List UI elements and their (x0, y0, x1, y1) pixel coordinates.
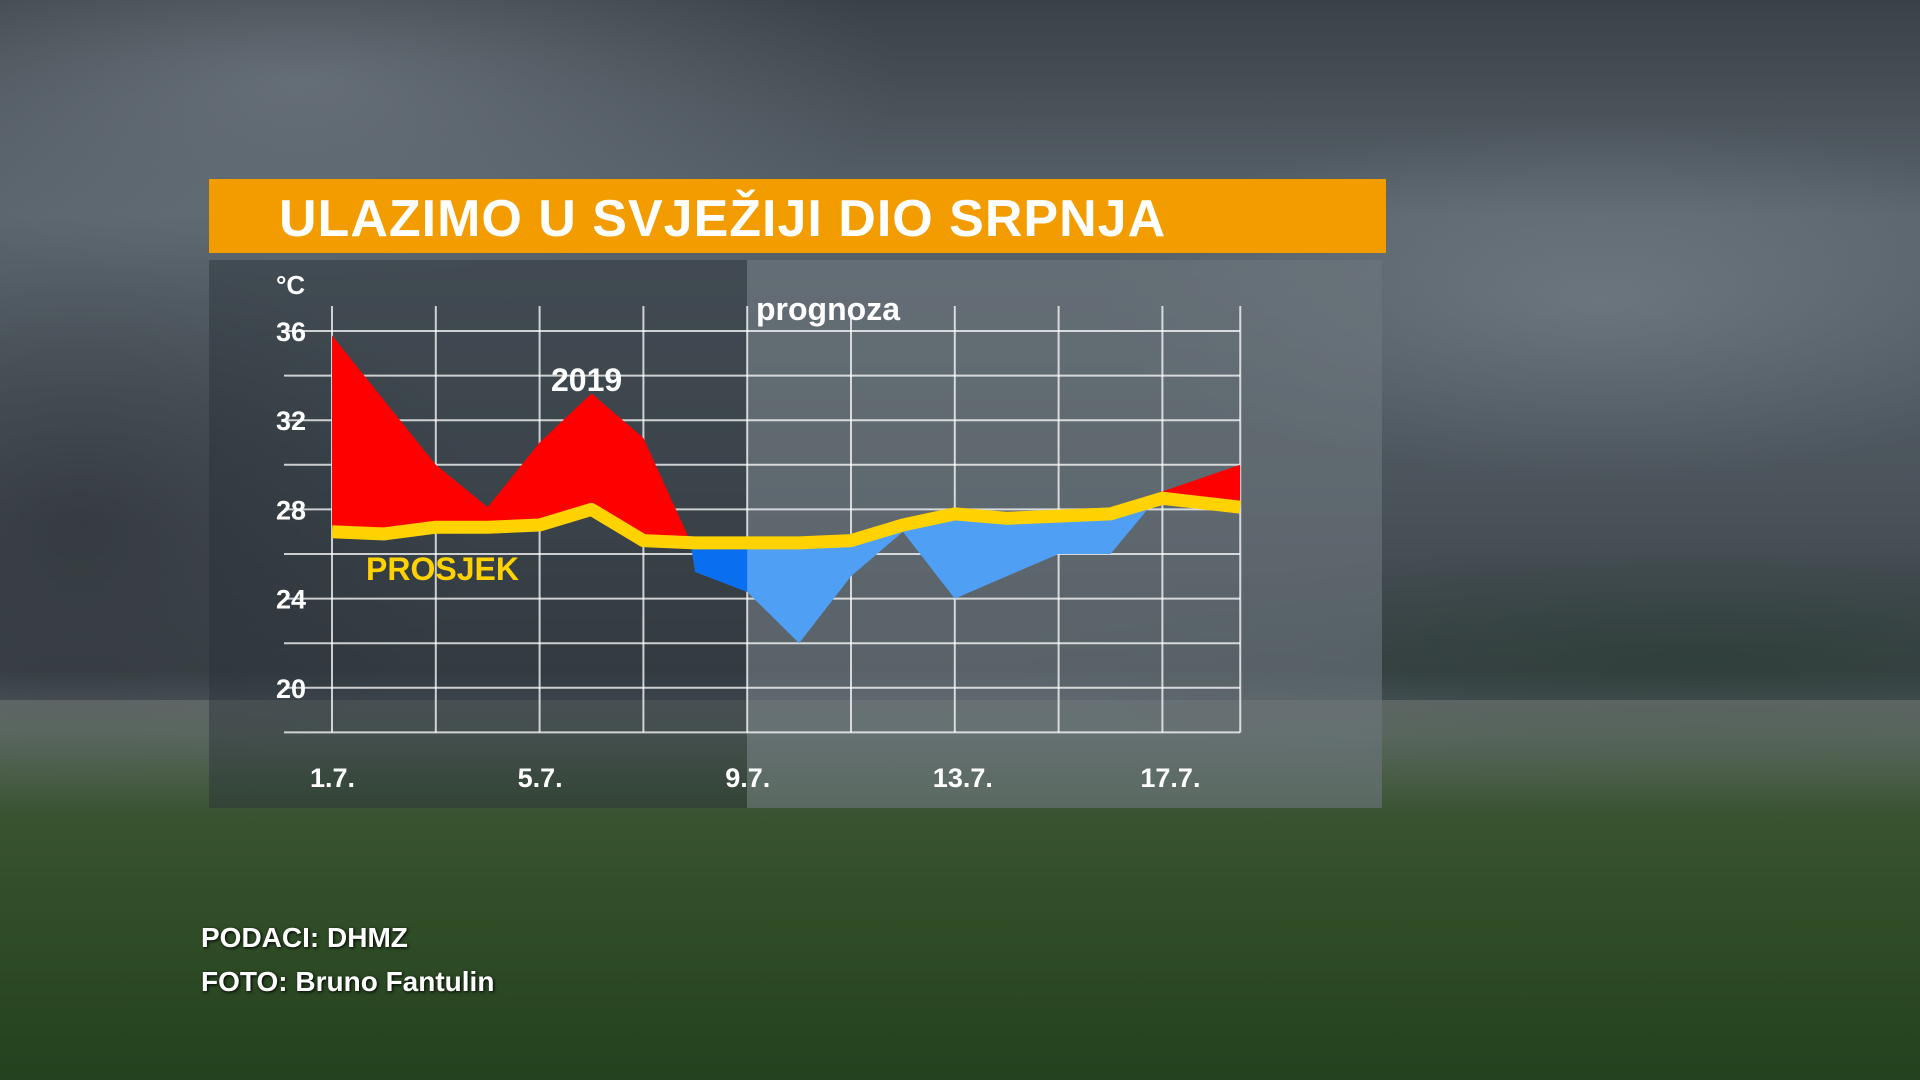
y-tick-label: 36 (276, 317, 306, 347)
background-photo-city (0, 700, 1920, 1080)
x-tick-label: 17.7. (1140, 763, 1200, 793)
forecast-label: prognoza (756, 291, 900, 327)
title-bar: ULAZIMO U SVJEŽIJI DIO SRPNJA (209, 179, 1386, 253)
photo-credit: FOTO: Bruno Fantulin (201, 966, 495, 997)
x-tick-label: 9.7. (725, 763, 770, 793)
y-tick-label: 28 (276, 495, 306, 525)
area-below-average (332, 498, 1241, 644)
y-tick-label: 24 (276, 585, 306, 615)
y-axis-unit: °C (276, 270, 305, 300)
data-credit: PODACI: DHMZ (201, 922, 408, 953)
series-label-2019: 2019 (551, 362, 622, 398)
y-tick-label: 20 (276, 674, 306, 704)
x-tick-label: 1.7. (310, 763, 355, 793)
chart-title: ULAZIMO U SVJEŽIJI DIO SRPNJA (279, 190, 1167, 248)
series-label-average: PROSJEK (366, 551, 519, 587)
x-tick-label: 5.7. (518, 763, 563, 793)
y-tick-label: 32 (276, 406, 306, 436)
x-tick-label: 13.7. (933, 763, 993, 793)
average-line (331, 491, 1241, 550)
